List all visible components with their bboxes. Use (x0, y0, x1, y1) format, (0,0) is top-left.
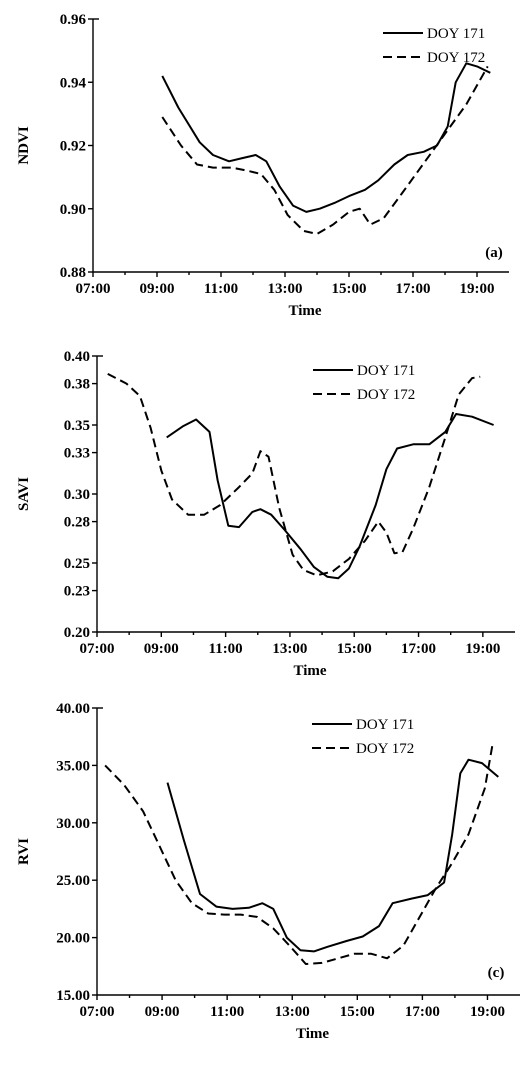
x-tick-label: 11:00 (204, 281, 238, 297)
chart-panel-2: 0.20 0.23 0.25 0.28 0.30 0.33 0.35 0.38 0.40 07:0… (16, 349, 515, 679)
x-tick-label: 07:00 (80, 641, 115, 657)
x-tick-label: 09:00 (144, 641, 179, 657)
x-axis-title: Time (296, 1026, 329, 1042)
x-tick-label: 15:00 (332, 281, 367, 297)
x-tick-label: 13:00 (275, 1004, 310, 1020)
y-tick-label: 0.38 (64, 377, 90, 393)
y-tick-label: 30.00 (56, 816, 90, 832)
series-line-doy-171 (161, 62, 491, 213)
y-tick-label: 40.00 (56, 701, 90, 717)
x-tick-label: 09:00 (145, 1004, 180, 1020)
y-tick-label: 0.35 (64, 418, 90, 434)
x-tick-label: 13:00 (272, 641, 307, 657)
y-axis-title: RVI (16, 838, 32, 865)
y-tick-label: 15.00 (56, 988, 90, 1004)
y-tick-label: 0.96 (60, 12, 87, 28)
x-axis-title: Time (288, 303, 321, 319)
series-line-doy-172 (107, 373, 481, 577)
y-axis-title: SAVI (16, 477, 32, 511)
series-line-doy-172 (161, 65, 489, 235)
y-tick-label: 25.00 (56, 873, 90, 889)
x-tick-label: 15:00 (337, 641, 372, 657)
y-tick-label: 0.90 (60, 202, 86, 218)
y-tick-label: 0.28 (64, 515, 90, 531)
x-tick-label: 07:00 (80, 1004, 115, 1020)
x-tick-label: 13:00 (268, 281, 303, 297)
y-tick-label: 0.94 (60, 75, 87, 91)
legend-label: DOY 172 (357, 387, 415, 403)
x-tick-label: 11:00 (210, 1004, 244, 1020)
panel-label: (a) (485, 245, 503, 261)
chart-panel-1: 0.88 0.90 0.92 0.94 0.96 07:00 09:00 11:00 13:00… (16, 12, 509, 319)
x-axis-title: Time (293, 663, 326, 679)
chart-panel-3: 15.00 20.00 25.00 30.00 35.00 40.00 07:00 09:00… (16, 701, 520, 1042)
y-tick-label: 0.20 (64, 625, 90, 641)
x-tick-label: 19:00 (460, 281, 495, 297)
x-tick-label: 17:00 (396, 281, 431, 297)
y-tick-label: 0.30 (64, 487, 90, 503)
x-tick-label: 11:00 (209, 641, 243, 657)
series-line-doy-172 (104, 742, 494, 965)
x-tick-label: 19:00 (470, 1004, 505, 1020)
y-tick-label: 0.33 (64, 446, 90, 462)
y-tick-label: 0.40 (64, 349, 90, 365)
x-tick-label: 19:00 (465, 641, 500, 657)
legend-label: DOY 172 (356, 741, 414, 757)
x-tick-label: 09:00 (140, 281, 175, 297)
legend-label: DOY 171 (357, 363, 415, 379)
x-tick-label: 17:00 (401, 641, 436, 657)
y-axis-title: NDVI (16, 126, 32, 164)
y-tick-label: 0.25 (64, 556, 90, 572)
y-tick-label: 20.00 (56, 931, 90, 947)
x-tick-label: 17:00 (405, 1004, 440, 1020)
legend-label: DOY 172 (427, 50, 485, 66)
y-tick-label: 0.23 (64, 584, 90, 600)
y-tick-label: 35.00 (56, 758, 90, 774)
x-tick-label: 15:00 (340, 1004, 375, 1020)
panel-label: (c) (488, 965, 505, 981)
y-tick-label: 0.88 (60, 265, 86, 281)
y-tick-label: 0.92 (60, 139, 86, 155)
legend-label: DOY 171 (427, 26, 485, 42)
x-tick-label: 07:00 (76, 281, 111, 297)
series-line-doy-171 (166, 413, 494, 580)
legend-label: DOY 171 (356, 717, 414, 733)
series-line-doy-171 (166, 758, 499, 953)
